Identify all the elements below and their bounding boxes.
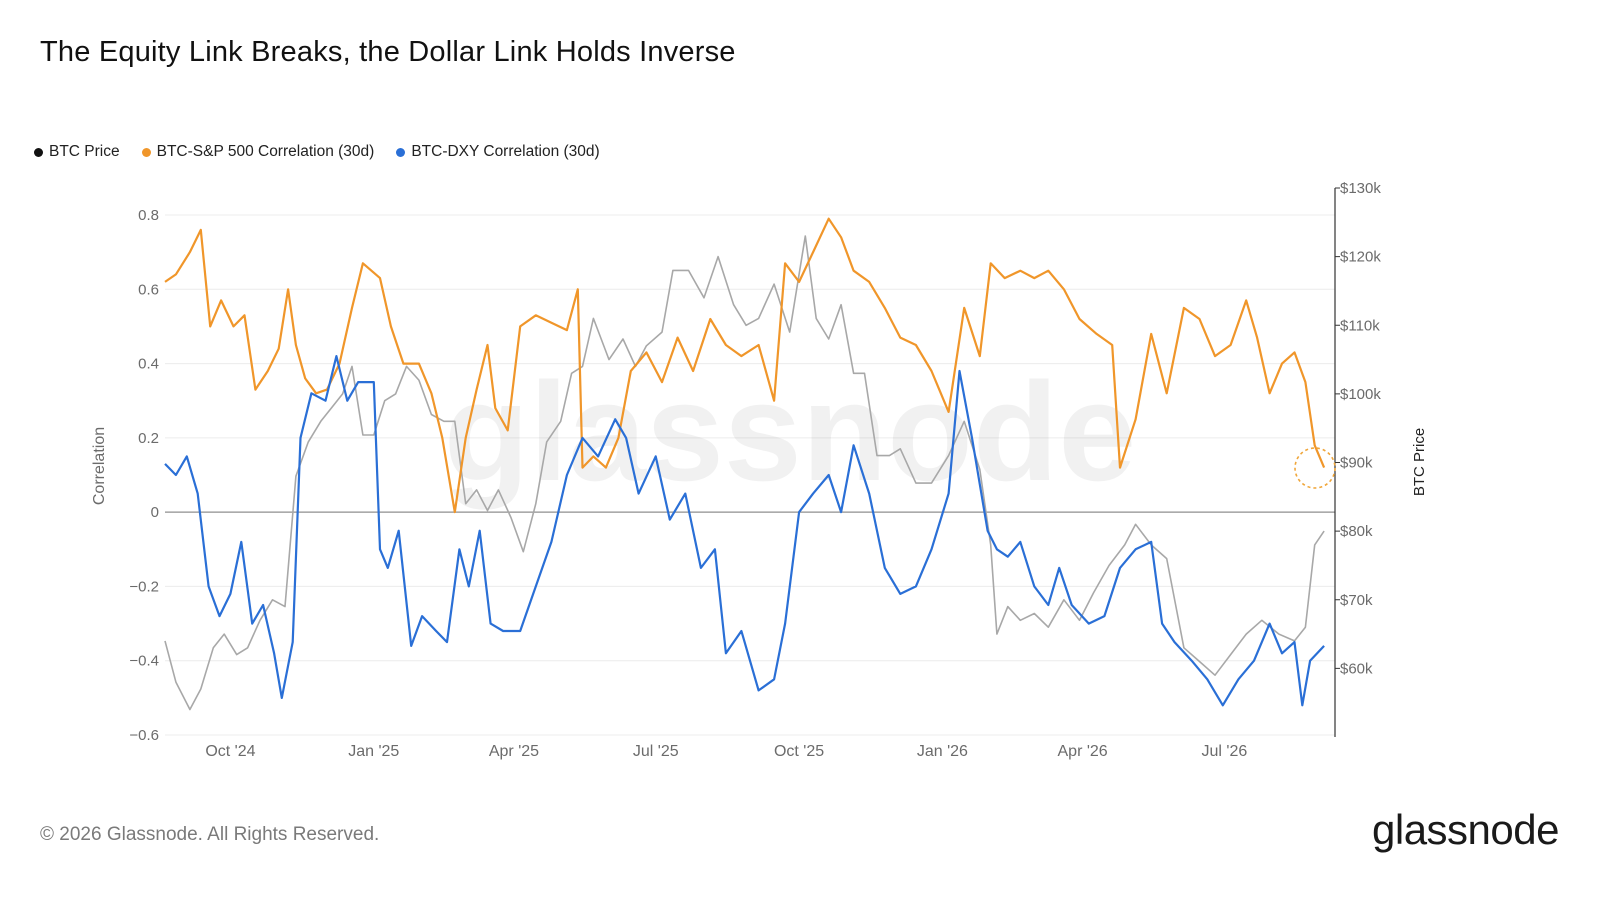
axes: 0.8 0.6 0.4 0.2 0 −0.2 −0.4 −0.6 $130k $120k $110k… — [129, 180, 1381, 760]
y2-tick-label: $60k — [1340, 660, 1373, 677]
x-tick-label: Jul '25 — [633, 743, 679, 760]
chart-title: The Equity Link Breaks, the Dollar Link … — [40, 36, 736, 68]
series-line-btc-dxy-correlation-30d — [164, 355, 1325, 707]
legend-dot-dxy-correlation — [396, 147, 406, 157]
y-tick-label: 0.6 — [138, 281, 159, 298]
legend-label-btc-price: BTC Price — [49, 143, 120, 160]
y-tick-label: 0 — [151, 504, 159, 521]
y-tick-label: 0.2 — [138, 430, 159, 447]
copyright-footer: © 2026 Glassnode. All Rights Reserved. — [40, 824, 380, 845]
legend: BTC Price BTC-S&P 500 Correlation (30d) … — [34, 143, 600, 161]
x-tick-label: Apr '26 — [1058, 743, 1108, 760]
legend-dot-sp500-correlation — [141, 147, 151, 157]
legend-dot-btc-price — [34, 147, 43, 157]
x-tick-label: Jan '25 — [348, 743, 399, 760]
y-tick-label: 0.4 — [138, 356, 159, 373]
gridlines — [165, 214, 1335, 736]
y2-tick-label: $130k — [1340, 180, 1381, 197]
y2-tick-label: $90k — [1340, 455, 1373, 472]
x-tick-label: Oct '24 — [205, 743, 255, 760]
y-tick-label: −0.6 — [129, 727, 159, 744]
y-tick-label: 0.8 — [138, 207, 159, 224]
legend-item-dxy-correlation[interactable]: BTC-DXY Correlation (30d) — [396, 143, 600, 161]
y2-axis-title: BTC Price — [1411, 428, 1428, 496]
series-line-btc-price — [164, 235, 1325, 711]
y2-tick-label: $80k — [1340, 523, 1373, 540]
watermark: glassnode — [444, 353, 1136, 510]
y2-tick-label: $120k — [1340, 249, 1381, 266]
y-tick-label: −0.2 — [129, 578, 159, 595]
x-tick-label: Jan '26 — [917, 743, 968, 760]
y2-tick-label: $100k — [1340, 386, 1381, 403]
x-tick-label: Apr '25 — [489, 743, 539, 760]
legend-label-sp500-correlation: BTC-S&P 500 Correlation (30d) — [156, 143, 375, 160]
y-tick-label: −0.4 — [129, 653, 159, 670]
y2-tick-label: $110k — [1340, 317, 1380, 334]
legend-label-dxy-correlation: BTC-DXY Correlation (30d) — [411, 143, 600, 160]
brand-logo: glassnode — [1372, 806, 1559, 853]
x-tick-label: Oct '25 — [774, 743, 824, 760]
series-lines — [164, 217, 1326, 711]
legend-item-sp500-correlation[interactable]: BTC-S&P 500 Correlation (30d) — [141, 143, 375, 161]
highlight-circle — [1294, 447, 1336, 489]
y2-tick-label: $70k — [1340, 592, 1373, 609]
x-tick-label: Jul '26 — [1202, 743, 1248, 760]
y-axis-title: Correlation — [91, 427, 108, 505]
legend-item-btc-price[interactable]: BTC Price — [34, 143, 120, 161]
series-line-btc-s-p-500-correlation-30d — [164, 217, 1326, 514]
